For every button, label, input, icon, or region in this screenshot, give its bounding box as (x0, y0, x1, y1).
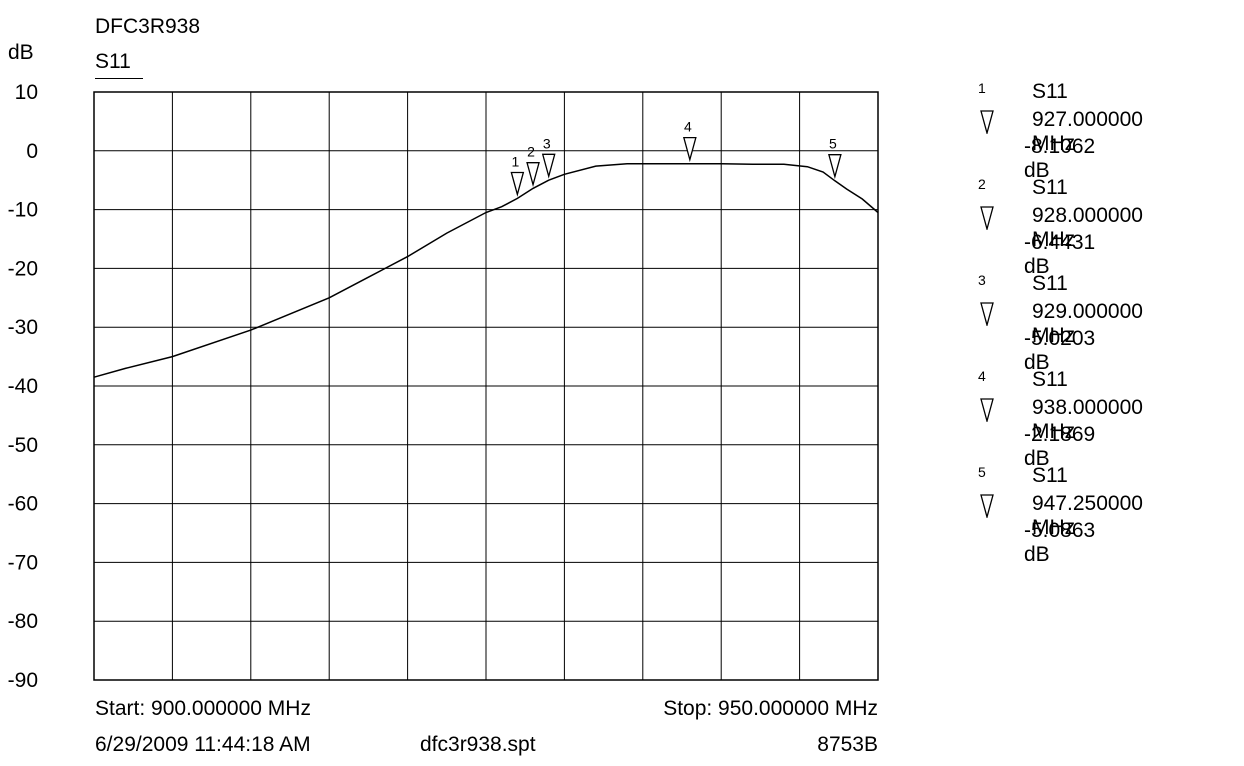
trace-marker-2 (526, 162, 540, 188)
trace-marker-4 (682, 137, 697, 163)
marker-number: 2 (978, 176, 986, 192)
y-tick-label: 10 (15, 81, 38, 104)
y-tick-label: -70 (8, 551, 38, 574)
y-unit-label: dB (8, 41, 34, 64)
stop-frequency: Stop: 950.000000 MHz (663, 697, 878, 720)
y-tick-label: -40 (8, 375, 38, 398)
y-tick-label: -10 (8, 199, 38, 222)
marker-trace: S11 (1032, 80, 1068, 103)
trace-marker-5 (828, 154, 842, 180)
marker-triangle-icon (980, 398, 994, 422)
trace-marker-1 (510, 171, 525, 197)
marker-value: -5.0203 dB (1024, 327, 1096, 374)
trace-marker-label: 3 (543, 135, 551, 151)
marker-triangle-icon (980, 110, 994, 134)
y-tick-label: -30 (8, 316, 38, 339)
marker-trace: S11 (1032, 464, 1068, 487)
y-tick-label: 0 (26, 140, 38, 163)
marker-value: -6.4431 dB (1024, 231, 1096, 278)
marker-trace: S11 (1032, 272, 1068, 295)
y-tick-label: -20 (8, 257, 38, 280)
plot-frame (93, 91, 879, 681)
marker-value: -5.0863 dB (1024, 519, 1096, 566)
marker-number: 5 (978, 464, 986, 480)
marker-value: -8.1062 dB (1024, 135, 1096, 182)
marker-number: 3 (978, 272, 986, 288)
series-line-s11 (93, 162, 879, 378)
marker-frequency: 947.250000 MHz (1032, 492, 1143, 539)
trace-label-underline (95, 78, 143, 79)
marker-triangle-icon (980, 206, 994, 230)
start-frequency: Start: 900.000000 MHz (95, 697, 311, 720)
marker-triangle-icon (980, 494, 994, 518)
marker-number: 4 (978, 368, 986, 384)
y-tick-label: -60 (8, 493, 38, 516)
marker-value: -2.1869 dB (1024, 423, 1096, 470)
chart-title: DFC3R938 (95, 15, 201, 38)
trace-marker-label: 5 (829, 136, 837, 152)
y-tick-label: -90 (8, 669, 38, 692)
y-tick-label: -50 (8, 434, 38, 457)
trace-marker-label: 2 (527, 144, 535, 160)
trace-marker-label: 4 (684, 119, 692, 135)
marker-frequency: 927.000000 MHz (1032, 108, 1143, 155)
trace-label: S11 (95, 50, 131, 73)
marker-trace: S11 (1032, 176, 1068, 199)
instrument-model: 8753B (817, 733, 878, 756)
marker-number: 1 (978, 80, 986, 96)
trace-marker-3 (541, 153, 556, 179)
file-name: dfc3r938.spt (420, 733, 536, 756)
y-tick-label: -80 (8, 610, 38, 633)
marker-frequency: 928.000000 MHz (1032, 204, 1143, 251)
trace-marker-label: 1 (511, 153, 519, 169)
timestamp: 6/29/2009 11:44:18 AM (95, 733, 311, 756)
marker-frequency: 929.000000 MHz (1032, 300, 1143, 347)
marker-trace: S11 (1032, 368, 1068, 391)
marker-frequency: 938.000000 MHz (1032, 396, 1143, 443)
marker-triangle-icon (980, 302, 994, 326)
